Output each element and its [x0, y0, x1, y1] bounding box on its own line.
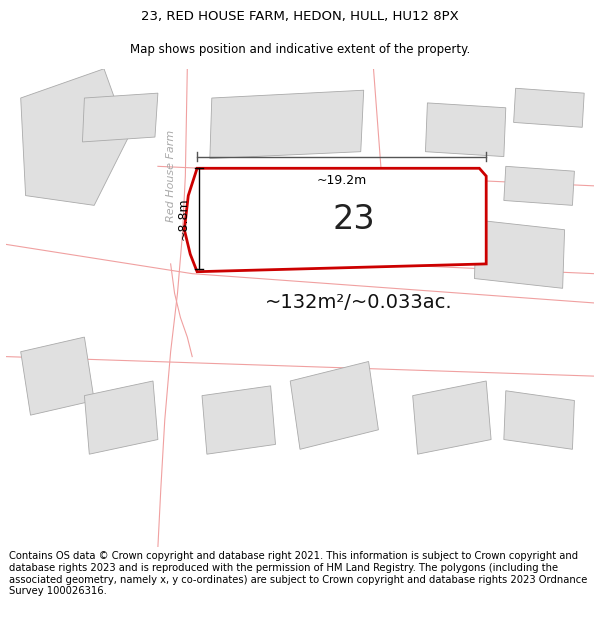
Text: Red House Farm: Red House Farm: [166, 130, 176, 222]
Polygon shape: [21, 337, 94, 415]
Polygon shape: [514, 88, 584, 127]
Text: Contains OS data © Crown copyright and database right 2021. This information is : Contains OS data © Crown copyright and d…: [9, 551, 587, 596]
PathPatch shape: [184, 168, 486, 272]
Text: 23: 23: [332, 204, 375, 236]
Text: Map shows position and indicative extent of the property.: Map shows position and indicative extent…: [130, 42, 470, 56]
Polygon shape: [475, 220, 565, 288]
Polygon shape: [82, 93, 158, 142]
Polygon shape: [202, 386, 275, 454]
Polygon shape: [235, 176, 354, 239]
Polygon shape: [413, 381, 491, 454]
Polygon shape: [504, 391, 574, 449]
Polygon shape: [504, 166, 574, 206]
Text: ~132m²/~0.033ac.: ~132m²/~0.033ac.: [265, 293, 452, 312]
Polygon shape: [290, 361, 379, 449]
Text: 23, RED HOUSE FARM, HEDON, HULL, HU12 8PX: 23, RED HOUSE FARM, HEDON, HULL, HU12 8P…: [141, 10, 459, 23]
Polygon shape: [210, 90, 364, 159]
Polygon shape: [425, 103, 506, 157]
Text: ~19.2m: ~19.2m: [317, 174, 367, 187]
Polygon shape: [21, 69, 128, 206]
Text: ~8.8m: ~8.8m: [176, 198, 189, 240]
Polygon shape: [85, 381, 158, 454]
